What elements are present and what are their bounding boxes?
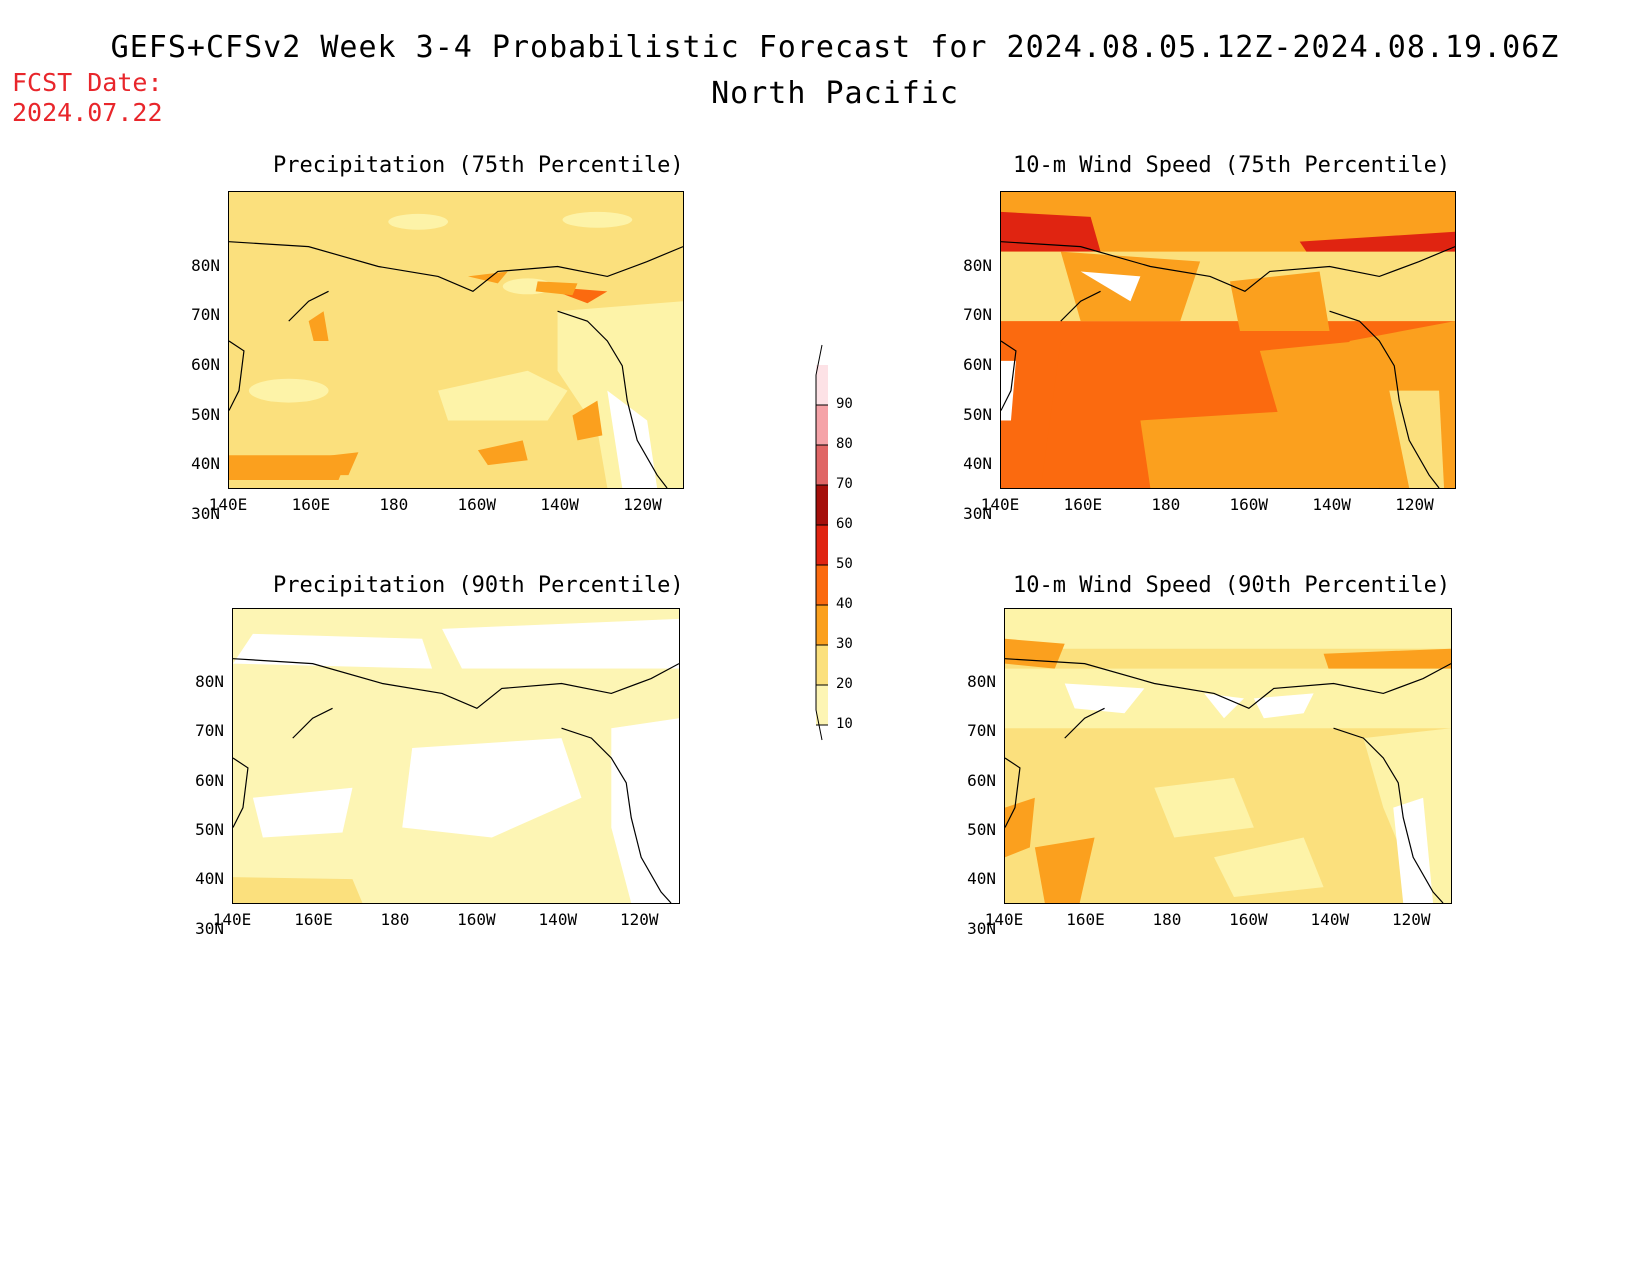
- x-tick-label: 140E: [212, 910, 252, 929]
- colorbar-segment: [816, 365, 828, 405]
- x-tick-label: 160E: [294, 910, 333, 929]
- x-tick-label: 120W: [620, 910, 659, 929]
- map-precip-75: [228, 191, 684, 489]
- panel-title-precip-90: Precipitation (90th Percentile): [273, 573, 684, 598]
- x-tick-label: 160W: [1229, 495, 1268, 514]
- y-tick-label: 60N: [967, 770, 996, 790]
- x-tick-label: 160W: [1229, 910, 1268, 929]
- x-tick-label: 140E: [984, 910, 1024, 929]
- y-tick-label: 50N: [963, 404, 992, 424]
- y-tick-label: 70N: [963, 305, 992, 325]
- y-tick-label: 40N: [191, 454, 220, 474]
- x-tick-label: 120W: [1392, 910, 1431, 929]
- colorbar-label: 10: [836, 716, 853, 732]
- x-tick-label: 180: [1151, 495, 1181, 514]
- y-tick-label: 30N: [963, 503, 992, 523]
- precip-90-field: [233, 609, 679, 903]
- colorbar-label: 80: [836, 436, 853, 452]
- map-wind-90: [1004, 608, 1452, 904]
- colorbar: [815, 344, 828, 741]
- y-tick-label: 30N: [191, 503, 220, 523]
- y-tick-label: 40N: [967, 869, 996, 889]
- y-tick-label: 70N: [195, 721, 224, 741]
- colorbar-segment: [816, 405, 828, 445]
- colorbar-segment: [816, 525, 828, 565]
- x-tick-label: 140W: [538, 910, 578, 929]
- x-tick-label: 160E: [291, 495, 331, 514]
- wind-75-field: [1001, 192, 1455, 488]
- colorbar-label: 20: [836, 676, 853, 692]
- y-tick-label: 50N: [967, 820, 996, 839]
- panel-title-wind-75: 10-m Wind Speed (75th Percentile): [1013, 153, 1451, 178]
- y-tick-label: 80N: [195, 672, 224, 691]
- x-tick-label: 120W: [623, 495, 662, 514]
- forecast-date-value: 2024.07.22: [12, 98, 163, 127]
- colorbar-segment: [816, 485, 828, 525]
- colorbar-label: 50: [836, 556, 853, 572]
- colorbar-label: 90: [836, 396, 853, 412]
- x-tick-label: 160W: [457, 495, 496, 514]
- y-tick-label: 80N: [967, 672, 996, 691]
- wind-90-field: [1005, 609, 1451, 903]
- page-title: GEFS+CFSv2 Week 3-4 Probabilistic Foreca…: [110, 30, 1560, 65]
- y-tick-label: 60N: [963, 354, 992, 374]
- y-tick-label: 40N: [195, 869, 224, 889]
- panel-title-precip-75: Precipitation (75th Percentile): [273, 153, 684, 178]
- colorbar-label: 60: [836, 516, 853, 532]
- y-tick-label: 80N: [963, 255, 992, 275]
- x-tick-label: 140W: [1310, 910, 1350, 929]
- y-tick-label: 60N: [195, 770, 224, 790]
- x-tick-label: 120W: [1395, 495, 1434, 514]
- y-tick-label: 30N: [195, 918, 224, 938]
- y-tick-label: 70N: [967, 721, 996, 741]
- map-wind-75: [1000, 191, 1456, 489]
- x-tick-label: 140E: [208, 495, 248, 514]
- colorbar-label: 30: [836, 636, 853, 652]
- colorbar-segment: [816, 445, 828, 485]
- forecast-date-label: FCST Date:: [12, 68, 163, 97]
- y-tick-label: 50N: [195, 820, 224, 839]
- colorbar-label: 40: [836, 596, 853, 612]
- y-tick-label: 40N: [963, 454, 992, 474]
- y-tick-label: 50N: [191, 404, 220, 424]
- colorbar-segment: [816, 565, 828, 605]
- region-subtitle: North Pacific: [711, 76, 959, 111]
- colorbar-segment: [816, 645, 828, 685]
- y-tick-label: 80N: [191, 255, 220, 275]
- map-precip-90: [232, 608, 680, 904]
- x-tick-label: 160E: [1066, 910, 1105, 929]
- colorbar-segment: [816, 685, 828, 725]
- panel-title-wind-90: 10-m Wind Speed (90th Percentile): [1013, 573, 1451, 598]
- x-tick-label: 180: [1152, 910, 1182, 929]
- y-tick-label: 30N: [967, 918, 996, 938]
- y-tick-label: 70N: [191, 305, 220, 325]
- colorbar-label: 70: [836, 476, 853, 492]
- precip-75-field: [229, 192, 683, 488]
- x-tick-label: 140W: [540, 495, 579, 514]
- x-tick-label: 180: [380, 910, 410, 929]
- x-tick-label: 140E: [980, 495, 1020, 514]
- x-tick-label: 160E: [1063, 495, 1103, 514]
- x-tick-label: 180: [379, 495, 409, 514]
- colorbar-segment: [816, 605, 828, 645]
- x-tick-label: 140W: [1312, 495, 1351, 514]
- y-tick-label: 60N: [191, 354, 220, 374]
- x-tick-label: 160W: [457, 910, 496, 929]
